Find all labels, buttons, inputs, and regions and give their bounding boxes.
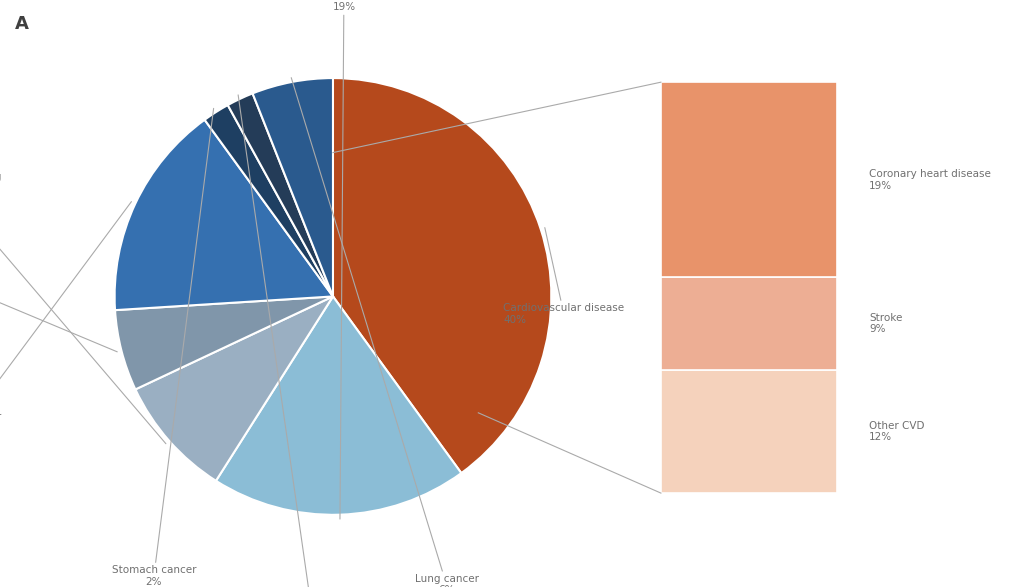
Text: Respiratory disease
6%: Respiratory disease 6% — [0, 268, 117, 352]
Wedge shape — [115, 120, 333, 310]
Text: A: A — [15, 15, 29, 33]
Text: Colorectal cancer
2%: Colorectal cancer 2% — [238, 95, 357, 587]
Text: Injuries and poisoning
9%: Injuries and poisoning 9% — [0, 172, 165, 444]
Wedge shape — [205, 105, 333, 296]
Text: Lung cancer
6%: Lung cancer 6% — [292, 77, 478, 587]
Wedge shape — [216, 296, 461, 515]
Text: Cardiovascular disease
40%: Cardiovascular disease 40% — [503, 228, 625, 325]
Wedge shape — [333, 78, 551, 473]
Text: Stroke
9%: Stroke 9% — [870, 313, 903, 335]
FancyBboxPatch shape — [661, 82, 837, 278]
Text: Coronary heart disease
19%: Coronary heart disease 19% — [870, 169, 991, 191]
Wedge shape — [115, 296, 333, 389]
FancyBboxPatch shape — [661, 278, 837, 370]
Wedge shape — [135, 296, 333, 481]
Wedge shape — [252, 78, 333, 296]
Text: Other CVD
12%: Other CVD 12% — [870, 421, 925, 442]
FancyBboxPatch shape — [661, 370, 837, 493]
Text: Other cancer
16%: Other cancer 16% — [0, 201, 131, 434]
Wedge shape — [228, 93, 333, 296]
Text: Stomach cancer
2%: Stomach cancer 2% — [112, 109, 214, 587]
Text: All other causes
19%: All other causes 19% — [302, 0, 385, 519]
